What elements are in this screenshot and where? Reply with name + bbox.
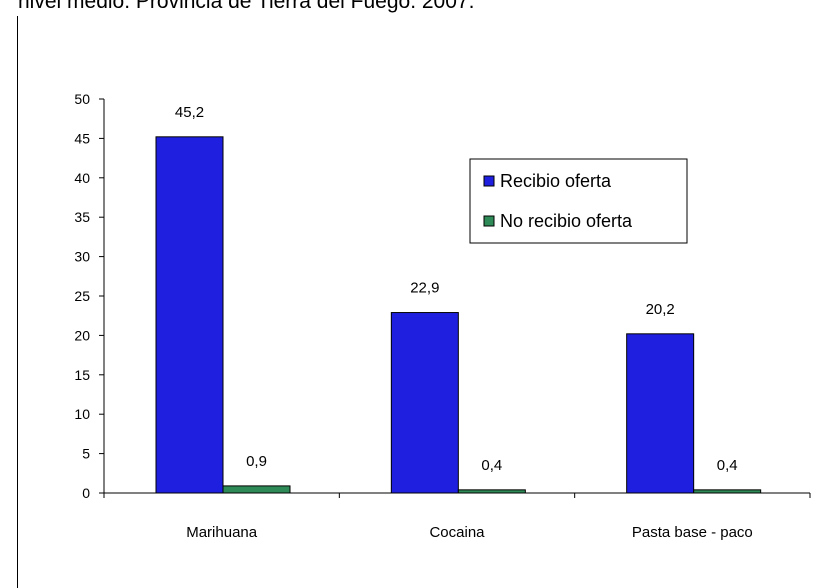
y-tick-label: 45 xyxy=(74,130,90,146)
chart-caption: nivel medio. Provincia de Tierra del Fue… xyxy=(18,0,475,13)
chart-legend: Recibio oferta No recibio oferta xyxy=(469,158,688,244)
data-label: 0,4 xyxy=(717,457,738,474)
bar-recibio xyxy=(155,136,224,494)
legend-box xyxy=(469,158,688,244)
y-tick-label: 35 xyxy=(74,209,90,225)
legend-swatch xyxy=(483,175,495,187)
category-label: Pasta base - paco xyxy=(632,524,753,541)
y-tick-label: 50 xyxy=(74,91,90,107)
y-tick-label: 15 xyxy=(74,367,90,383)
bar-no-recibio xyxy=(457,489,526,494)
y-tick-label: 30 xyxy=(74,249,90,265)
chart-labels: Marihuana 45,2 0,9 Cocaina 22,9 0,4 Pasta base… xyxy=(175,104,753,541)
y-tick-label: 40 xyxy=(74,170,90,186)
chart-bars xyxy=(155,136,762,494)
y-tick-label: 20 xyxy=(74,327,90,343)
bar-recibio xyxy=(626,333,695,494)
frame-border-line xyxy=(17,16,18,588)
y-tick-label: 0 xyxy=(82,485,90,501)
bar-no-recibio xyxy=(693,489,762,494)
legend-entry: No recibio oferta xyxy=(500,211,633,231)
bar-recibio xyxy=(390,312,459,494)
data-label: 0,9 xyxy=(246,453,267,470)
y-tick-label: 10 xyxy=(74,406,90,422)
data-label: 22,9 xyxy=(410,280,439,297)
y-tick-label: 25 xyxy=(74,288,90,304)
y-tick-label: 5 xyxy=(82,446,90,462)
chart-axes: 0 5 10 15 20 25 30 35 40 45 50 xyxy=(74,91,811,501)
bar-no-recibio xyxy=(222,485,291,494)
legend-entry: Recibio oferta xyxy=(500,171,612,191)
category-label: Marihuana xyxy=(186,524,258,541)
legend-swatch xyxy=(483,215,495,227)
data-label: 20,2 xyxy=(646,301,675,318)
data-label: 45,2 xyxy=(175,104,204,121)
category-label: Cocaina xyxy=(429,524,485,541)
data-label: 0,4 xyxy=(481,457,502,474)
